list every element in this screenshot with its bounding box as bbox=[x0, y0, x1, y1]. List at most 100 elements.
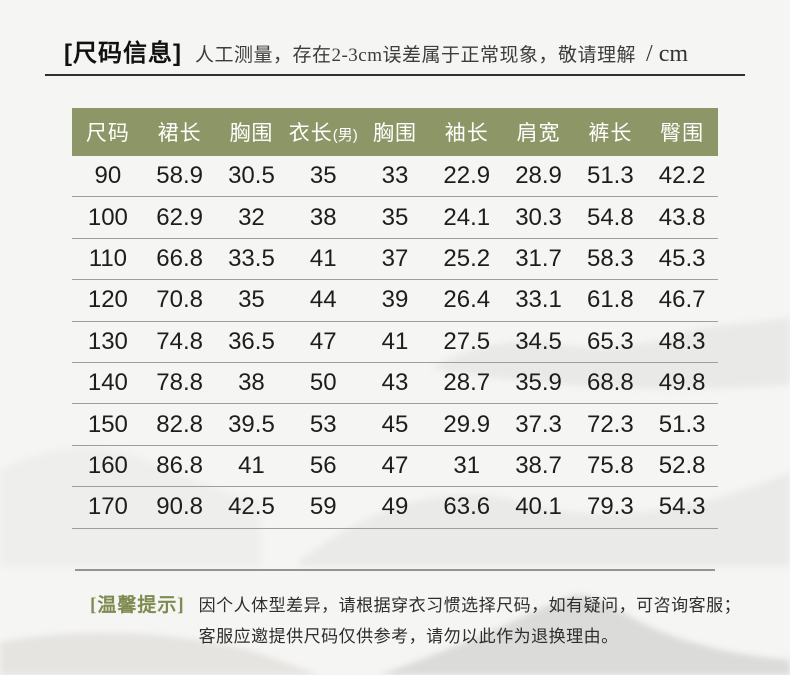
column-header: 裤长 bbox=[588, 122, 633, 145]
table-cell: 75.8 bbox=[586, 451, 634, 479]
table-row: 110 66.8 33.5 41 37 25.2 31.7 58.3 45.3 bbox=[72, 239, 718, 281]
table-cell: 34.5 bbox=[515, 327, 562, 355]
title-tag: [尺码信息] bbox=[64, 40, 182, 67]
table-cell: 35 bbox=[238, 286, 265, 314]
table-cell: 45.3 bbox=[658, 244, 706, 272]
table-cell: 29.9 bbox=[443, 410, 491, 438]
unit-label: / cm bbox=[646, 41, 689, 67]
table-cell: 42.2 bbox=[658, 162, 706, 190]
table-cell: 30.3 bbox=[515, 203, 562, 231]
table-cell: 54.8 bbox=[586, 203, 634, 231]
table-cell: 79.3 bbox=[586, 493, 634, 521]
table-cell: 36.5 bbox=[228, 327, 275, 355]
table-row: 120 70.8 35 44 39 26.4 33.1 61.8 46.7 bbox=[72, 280, 718, 322]
column-header: 胸围 bbox=[229, 122, 274, 145]
table-row: 170 90.8 42.5 59 49 63.6 40.1 79.3 54.3 bbox=[72, 487, 718, 529]
table-cell: 130 bbox=[87, 327, 128, 355]
table-row: 90 58.9 30.5 35 33 22.9 28.9 51.3 42.2 bbox=[72, 156, 718, 198]
page-title: [尺码信息] 人工测量，存在2-3cm误差属于正常现象，敬请理解 / cm bbox=[64, 33, 688, 68]
column-header: 肩宽 bbox=[516, 122, 561, 145]
table-cell: 63.6 bbox=[443, 493, 491, 521]
table-cell: 39 bbox=[381, 286, 409, 314]
table-cell: 37.3 bbox=[515, 410, 562, 438]
table-cell: 28.7 bbox=[443, 369, 491, 397]
table-cell: 90.8 bbox=[156, 493, 204, 521]
footer-text: 因个人体型差异，请根据穿衣习惯选择尺码，如有疑问，可咨询客服； 客服应邀提供尺码… bbox=[199, 590, 742, 652]
footer-line-1: 因个人体型差异，请根据穿衣习惯选择尺码，如有疑问，可咨询客服； bbox=[198, 596, 742, 615]
table-cell: 33.5 bbox=[228, 244, 275, 272]
column-header: 胸围 bbox=[372, 122, 417, 145]
table-cell: 65.3 bbox=[586, 327, 634, 355]
table-cell: 28.9 bbox=[515, 162, 562, 190]
table-cell: 41 bbox=[309, 244, 337, 272]
table-cell: 52.8 bbox=[658, 451, 706, 479]
table-cell: 72.3 bbox=[586, 410, 634, 438]
table-cell: 66.8 bbox=[156, 244, 204, 272]
table-row: 130 74.8 36.5 47 41 27.5 34.5 65.3 48.3 bbox=[72, 322, 718, 363]
table-cell: 110 bbox=[88, 244, 128, 272]
table-cell: 45 bbox=[381, 410, 409, 438]
table-cell: 61.8 bbox=[586, 286, 634, 314]
table-cell: 41 bbox=[238, 451, 265, 479]
table-cell: 170 bbox=[87, 493, 128, 521]
table-cell: 46.7 bbox=[658, 286, 706, 314]
table-cell: 22.9 bbox=[443, 162, 491, 190]
table-cell: 100 bbox=[87, 203, 128, 231]
footer-line-2: 客服应邀提供尺码仅供参考，请勿以此作为退换理由。 bbox=[198, 627, 619, 646]
column-header: 裙长 bbox=[157, 122, 202, 145]
table-cell: 74.8 bbox=[156, 327, 204, 355]
table-row: 140 78.8 38 50 43 28.7 35.9 68.8 49.8 bbox=[72, 363, 718, 405]
table-cell: 120 bbox=[87, 286, 128, 314]
table-cell: 47 bbox=[381, 451, 409, 479]
table-cell: 49 bbox=[381, 493, 409, 521]
table-cell: 33.1 bbox=[515, 286, 562, 314]
table-cell: 35 bbox=[309, 162, 337, 190]
table-cell: 53 bbox=[309, 410, 337, 438]
table-cell: 40.1 bbox=[515, 493, 562, 521]
table-row: 100 62.9 32 38 35 24.1 30.3 54.8 43.8 bbox=[72, 197, 718, 239]
column-header: 衣长(男) bbox=[288, 122, 358, 145]
tips-footer: [温馨提示] 因个人体型差异，请根据穿衣习惯选择尺码，如有疑问，可咨询客服； 客… bbox=[90, 590, 741, 652]
table-cell: 25.2 bbox=[443, 244, 491, 272]
table-cell: 38 bbox=[238, 369, 265, 397]
table-header-row: 尺码 裙长 胸围 衣长(男) 胸围 袖长 肩宽 裤长 臀围 bbox=[72, 108, 718, 156]
table-cell: 54.3 bbox=[658, 493, 706, 521]
footer-tag: [温馨提示] bbox=[90, 595, 185, 616]
table-cell: 51.3 bbox=[586, 162, 634, 190]
table-cell: 70.8 bbox=[156, 286, 204, 314]
table-cell: 82.8 bbox=[156, 410, 204, 438]
table-cell: 150 bbox=[87, 410, 128, 438]
table-cell: 51.3 bbox=[658, 410, 706, 438]
table-body: 90 58.9 30.5 35 33 22.9 28.9 51.3 42.2 100 62.9 32 3… bbox=[72, 156, 718, 529]
footer-divider bbox=[75, 569, 715, 571]
table-cell: 30.5 bbox=[228, 162, 275, 190]
table-cell: 47 bbox=[309, 327, 337, 355]
table-cell: 160 bbox=[87, 451, 128, 479]
table-cell: 24.1 bbox=[443, 203, 491, 231]
table-cell: 35.9 bbox=[515, 369, 562, 397]
table-row: 150 82.8 39.5 53 45 29.9 37.3 72.3 51.3 bbox=[72, 404, 718, 446]
table-cell: 68.8 bbox=[586, 369, 634, 397]
table-cell: 78.8 bbox=[156, 369, 204, 397]
table-cell: 49.8 bbox=[658, 369, 706, 397]
table-cell: 26.4 bbox=[443, 286, 491, 314]
table-cell: 56 bbox=[309, 451, 337, 479]
table-cell: 43 bbox=[381, 369, 409, 397]
table-cell: 62.9 bbox=[156, 203, 204, 231]
column-header: 尺码 bbox=[85, 122, 130, 145]
table-cell: 41 bbox=[381, 327, 409, 355]
table-row: 160 86.8 41 56 47 31 38.7 75.8 52.8 bbox=[72, 446, 718, 488]
table-cell: 59 bbox=[309, 493, 337, 521]
table-cell: 37 bbox=[381, 244, 409, 272]
table-cell: 140 bbox=[87, 369, 128, 397]
table-cell: 31.7 bbox=[515, 244, 562, 272]
table-cell: 43.8 bbox=[658, 203, 706, 231]
table-cell: 38.7 bbox=[515, 451, 562, 479]
table-cell: 50 bbox=[309, 369, 337, 397]
table-cell: 39.5 bbox=[228, 410, 275, 438]
table-cell: 42.5 bbox=[228, 493, 275, 521]
table-cell: 27.5 bbox=[443, 327, 491, 355]
table-cell: 33 bbox=[381, 162, 409, 190]
